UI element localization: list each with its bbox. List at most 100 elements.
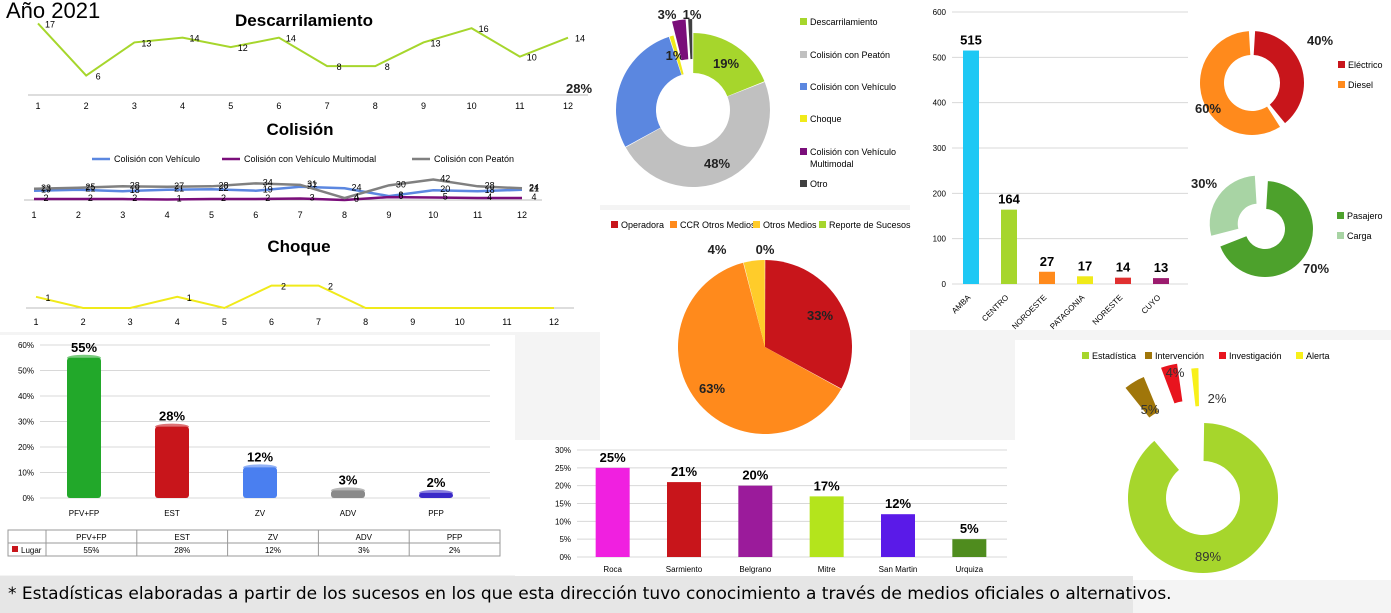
fuente-legend-label: Otros Medios <box>763 220 817 230</box>
lugar-value-label: 2% <box>427 475 446 490</box>
lineas-value-label: 21% <box>671 464 697 479</box>
regiones-value-label: 164 <box>998 192 1020 207</box>
regiones-bar-chart: 0 100 200 300 400 500 600 515 AMBA 164 CENTRO 27 NOR… <box>933 8 1188 331</box>
fuente-slice-label: 0% <box>756 242 775 257</box>
colision-data-label: 0 <box>354 194 359 204</box>
lugar-table-header: EST <box>174 533 190 542</box>
fuente-legend-swatch <box>819 221 826 228</box>
colision-legend-label: Colisión con Peatón <box>434 154 514 164</box>
lugar-table-cell: 28% <box>174 546 190 555</box>
colision-title: Colisión <box>266 120 333 139</box>
panel-choque <box>0 222 600 332</box>
tipos-donut-chart: 19%48%28%1%3% 1% DescarrilamientoColisión … <box>566 7 896 189</box>
servicio-legend-swatch <box>1337 212 1344 219</box>
tipos-pie-slice <box>693 33 765 97</box>
lugar-y-tick: 10% <box>18 469 34 478</box>
lugar-y-tick: 30% <box>18 418 34 427</box>
tipos-pie-slice-label: 48% <box>704 156 730 171</box>
regiones-y-tick: 400 <box>933 99 947 108</box>
colision-data-label: 30 <box>396 179 406 189</box>
colision-data-label: 21 <box>85 184 95 194</box>
choque-x-tick: 9 <box>410 317 415 327</box>
lugar-table-cell: 3% <box>358 546 370 555</box>
lugar-y-tick: 0% <box>22 494 34 503</box>
lineas-y-tick: 0% <box>559 553 571 562</box>
categoria-slice-label: 89% <box>1195 549 1221 564</box>
colision-data-label: 6 <box>398 191 403 201</box>
descarrilamiento-data-label: 8 <box>385 62 390 72</box>
choque-data-label: 1 <box>187 293 192 303</box>
tipos-pie-legend-label: Colisión con Peatón <box>810 50 890 60</box>
traccion-legend-swatch <box>1338 81 1345 88</box>
regiones-bar <box>963 50 979 285</box>
regiones-value-label: 14 <box>1116 260 1131 275</box>
colision-x-tick: 11 <box>473 210 482 220</box>
colision-x-tick: 2 <box>76 210 81 220</box>
regiones-value-label: 515 <box>960 33 982 48</box>
servicio-legend-label: Pasajero <box>1347 211 1383 221</box>
descarrilamiento-data-label: 6 <box>96 72 101 82</box>
descarrilamiento-x-tick: 12 <box>563 101 573 111</box>
colision-data-label: 2 <box>88 193 93 203</box>
lineas-x-tick: Urquiza <box>956 565 984 574</box>
regiones-x-tick: AMBA <box>950 293 973 316</box>
regiones-y-tick: 500 <box>933 53 947 62</box>
colision-data-label: 4 <box>354 192 359 202</box>
lugar-bar-cap <box>331 487 365 494</box>
descarrilamiento-data-label: 14 <box>286 34 296 44</box>
regiones-bar <box>1039 271 1055 284</box>
categoria-legend-label: Alerta <box>1306 351 1330 361</box>
colision-data-label: 24 <box>529 182 539 192</box>
categoria-legend-label: Investigación <box>1229 351 1282 361</box>
tipos-pie-slice-label: 28% <box>566 81 592 96</box>
tipos-pie-slice <box>616 36 682 147</box>
lugar-y-tick: 20% <box>18 443 34 452</box>
choque-x-tick: 1 <box>33 317 38 327</box>
colision-data-label: 24 <box>352 182 362 192</box>
choque-x-tick: 3 <box>128 317 133 327</box>
colision-data-label: 18 <box>130 185 140 195</box>
traccion-slice-label: 60% <box>1195 101 1221 116</box>
lineas-y-tick: 15% <box>555 500 571 509</box>
fuente-slice-label: 4% <box>708 242 727 257</box>
regiones-x-tick: NORESTE <box>1091 293 1125 327</box>
categoria-slice <box>1128 423 1278 573</box>
choque-x-tick: 5 <box>222 317 227 327</box>
colision-data-label: 21 <box>174 184 184 194</box>
colision-data-label: 42 <box>440 173 450 183</box>
fuente-slice <box>743 260 765 347</box>
descarrilamiento-data-label: 10 <box>527 53 537 63</box>
colision-data-label: 3 <box>310 193 315 203</box>
traccion-slice <box>1253 31 1304 124</box>
colision-data-label: 28 <box>218 180 228 190</box>
tipos-pie-legend-label: Choque <box>810 114 842 124</box>
descarrilamiento-x-tick: 11 <box>515 101 524 111</box>
regiones-bar <box>1153 278 1169 284</box>
choque-x-tick: 10 <box>455 317 465 327</box>
lineas-x-tick: Belgrano <box>739 565 772 574</box>
choque-x-tick: 2 <box>81 317 86 327</box>
colision-data-label: 2 <box>43 193 48 203</box>
lineas-bar <box>809 496 844 557</box>
choque-series-line <box>35 284 554 310</box>
fuente-slice <box>678 262 842 434</box>
colision-data-label: 28 <box>485 180 495 190</box>
colision-data-label: 22 <box>218 183 228 193</box>
lineas-value-label: 20% <box>742 468 768 483</box>
servicio-donut-chart: 70% 30% Pasajero Carga <box>1191 175 1383 277</box>
colision-data-label: 25 <box>85 182 95 192</box>
lugar-table-swatch <box>12 546 18 552</box>
colision-data-label: 21 <box>529 184 539 194</box>
colision-data-label: 2 <box>132 193 137 203</box>
colision-x-tick: 5 <box>209 210 214 220</box>
lugar-value-label: 12% <box>247 449 273 464</box>
descarrilamiento-x-tick: 9 <box>421 101 426 111</box>
lineas-value-label: 5% <box>960 521 979 536</box>
categoria-slice <box>1125 377 1159 418</box>
colision-data-label: 2 <box>221 193 226 203</box>
colision-data-label: 19 <box>263 185 273 195</box>
regiones-y-tick: 0 <box>942 280 947 289</box>
regiones-bar <box>1001 209 1017 284</box>
